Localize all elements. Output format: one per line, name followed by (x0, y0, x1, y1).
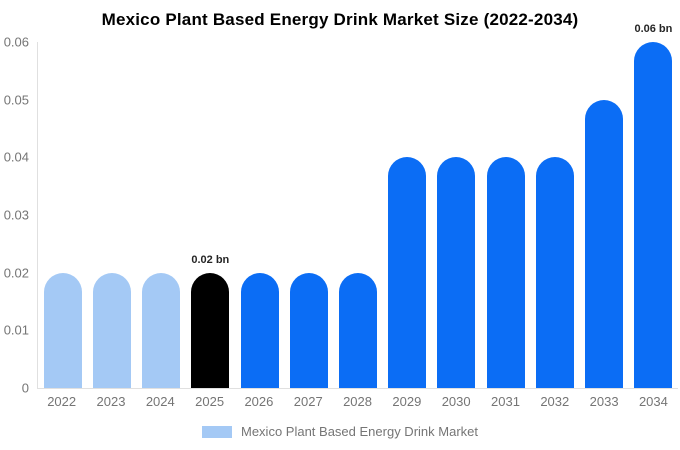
x-tick-label: 2034 (638, 394, 668, 409)
legend-label: Mexico Plant Based Energy Drink Market (241, 424, 478, 439)
bar-2031 (486, 157, 525, 388)
bar-slot (136, 42, 185, 388)
bar-2023 (92, 272, 131, 388)
x-axis: 2022 2023 2024 2025 2026 2027 2028 2029 2030 2031… (37, 394, 678, 409)
bar-2030 (437, 157, 476, 388)
bar-slot (38, 42, 87, 388)
x-tick-label: 2027 (293, 394, 323, 409)
bar-slot (432, 42, 481, 388)
bar-slot: 0.06 bn (629, 23, 678, 388)
x-tick-label: 2024 (145, 394, 175, 409)
bar-2027 (289, 272, 328, 388)
bar-2028 (339, 272, 378, 388)
y-tick-label: 0.04 (3, 149, 29, 165)
x-tick-label: 2028 (343, 394, 372, 409)
bar-2024 (142, 272, 181, 388)
x-tick-label: 2025 (195, 394, 225, 409)
y-tick-label: 0.06 (3, 34, 29, 50)
bar-2025 (191, 272, 230, 388)
bar-slot: 0.02 bn (186, 42, 235, 388)
bar-2034 (634, 42, 673, 388)
x-tick-label: 2032 (540, 394, 570, 409)
x-tick-label: 2030 (441, 394, 471, 409)
x-tick-label: 2033 (589, 394, 619, 409)
legend: Mexico Plant Based Energy Drink Market (0, 424, 680, 439)
bar-value-label: 0.02 bn (191, 253, 230, 266)
bar-slot (235, 42, 284, 388)
chart-title: Mexico Plant Based Energy Drink Market S… (101, 10, 579, 29)
bar-2022 (43, 272, 82, 388)
bar-slot (383, 42, 432, 388)
bar-slot (87, 42, 136, 388)
y-tick-label: 0.05 (3, 92, 29, 108)
bar-value-label: 0.06 bn (634, 23, 673, 35)
bar-2032 (535, 157, 574, 388)
bar-2029 (388, 157, 427, 388)
x-tick-label: 2022 (47, 394, 77, 409)
bar-2033 (585, 99, 624, 388)
y-tick-label: 0 (21, 380, 29, 396)
y-tick-label: 0.02 (3, 265, 29, 281)
plot-area: 0.02 bn 0.06 bn (37, 23, 678, 389)
bar-slot (333, 42, 382, 388)
bar-slot (284, 42, 333, 388)
x-tick-label: 2031 (491, 394, 520, 409)
y-tick-label: 0.03 (3, 207, 29, 223)
y-tick-label: 0.01 (3, 322, 29, 338)
bar-slot (580, 42, 629, 388)
x-tick-label: 2026 (244, 394, 274, 409)
bar-series: 0.02 bn 0.06 bn (38, 23, 678, 388)
bar-2026 (240, 272, 279, 388)
y-axis: 0 0.01 0.02 0.03 0.04 0.05 0.06 (0, 35, 33, 396)
x-tick-label: 2029 (392, 394, 422, 409)
legend-swatch (202, 425, 232, 438)
bar-slot (481, 42, 530, 388)
bar-slot (530, 42, 579, 388)
x-tick-label: 2023 (96, 394, 126, 409)
